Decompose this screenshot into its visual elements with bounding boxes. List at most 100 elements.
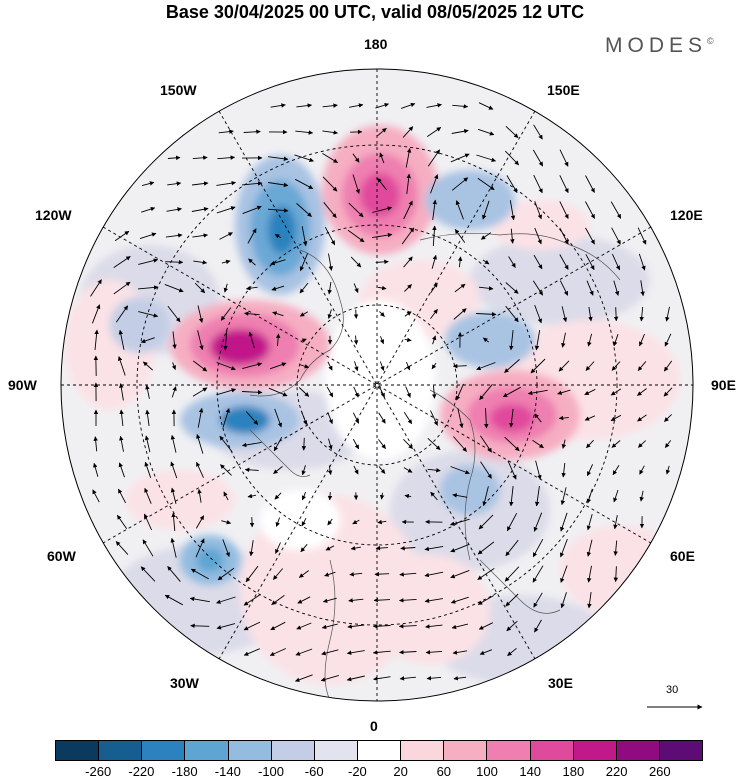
lon-label-90e: 90E bbox=[711, 377, 736, 393]
wind-vector-arrow bbox=[294, 154, 314, 162]
wind-vector-arrow bbox=[534, 486, 540, 507]
wind-vector-arrow bbox=[274, 408, 283, 428]
wind-vector-arrow bbox=[346, 650, 365, 655]
wind-vector-arrow bbox=[221, 259, 231, 265]
wind-vector-arrow bbox=[328, 438, 333, 450]
brand-mark: © bbox=[707, 36, 714, 46]
wind-vector-arrow bbox=[219, 232, 233, 240]
wind-vector-arrow bbox=[505, 539, 519, 557]
wind-vector-arrow bbox=[559, 175, 569, 194]
wind-vector-arrow bbox=[457, 408, 464, 429]
wind-vector-arrow bbox=[197, 407, 204, 428]
wind-vector-arrow bbox=[404, 493, 412, 499]
lon-label-90w: 90W bbox=[8, 377, 37, 393]
wind-vector-arrow bbox=[92, 489, 100, 503]
wind-vector-arrow bbox=[427, 149, 441, 167]
wind-vector-arrow bbox=[296, 203, 312, 217]
wind-vector-arrow bbox=[403, 200, 413, 220]
wind-vector-arrow bbox=[298, 387, 310, 397]
wind-vector-arrow bbox=[247, 228, 257, 244]
wind-vector-arrow bbox=[585, 201, 595, 219]
wind-vector-arrow bbox=[196, 433, 204, 454]
wind-vector-arrow bbox=[431, 385, 437, 399]
colorbar-swatch bbox=[530, 741, 574, 760]
wind-vector-arrow bbox=[639, 306, 644, 322]
wind-vector-arrow bbox=[610, 414, 622, 422]
wind-vector-arrow bbox=[164, 283, 184, 293]
colorbar-swatch bbox=[228, 741, 272, 760]
wind-vector-arrow bbox=[398, 598, 417, 603]
lon-label-0: 0 bbox=[370, 718, 378, 734]
colorbar-swatch bbox=[271, 741, 315, 760]
colorbar-ticks: -260 -220 -180 -140 -100 -60 -20 20 60 100 140 180 2… bbox=[0, 764, 750, 782]
colorbar-tick-label: 100 bbox=[476, 764, 498, 779]
wind-vector-arrow bbox=[354, 361, 359, 372]
wind-vector-arrow bbox=[118, 329, 125, 350]
wind-vector-arrow bbox=[138, 311, 159, 318]
wind-vector-arrow bbox=[172, 331, 177, 350]
wind-vector-arrow bbox=[451, 129, 469, 134]
wind-vector-arrow bbox=[243, 621, 261, 631]
wind-vector-arrow bbox=[300, 543, 308, 553]
wind-vector-arrow bbox=[449, 518, 470, 526]
wind-vector-arrow bbox=[295, 648, 313, 656]
wind-vector-arrow bbox=[189, 596, 210, 603]
wind-vector-arrow bbox=[374, 571, 390, 577]
wind-vector-arrow bbox=[504, 566, 520, 582]
wind-vector-arrow bbox=[324, 226, 336, 246]
wind-vector-arrow bbox=[586, 439, 594, 449]
wind-vector-arrow bbox=[480, 435, 492, 453]
wind-vector-arrow bbox=[398, 623, 417, 629]
wind-vector-arrow bbox=[299, 253, 309, 272]
wind-vector-arrow bbox=[195, 515, 205, 529]
wind-vector-arrow bbox=[613, 307, 619, 322]
wind-vector-arrow bbox=[663, 360, 673, 372]
wind-vector-arrow bbox=[378, 412, 386, 424]
wind-vector-arrow bbox=[610, 388, 622, 396]
wind-vector-arrow bbox=[164, 594, 184, 606]
wind-vector-arrow bbox=[431, 362, 437, 370]
wind-vector-arrow bbox=[425, 650, 442, 655]
colorbar-tick-label: 180 bbox=[562, 764, 585, 779]
wind-vector-arrow bbox=[637, 361, 647, 371]
wind-vector-arrow bbox=[275, 333, 281, 347]
wind-vector-arrow bbox=[450, 569, 470, 579]
wind-vector-arrow bbox=[196, 461, 204, 478]
wind-vector-arrow bbox=[352, 438, 360, 450]
wind-vector-arrow bbox=[533, 512, 543, 532]
wind-vector-arrow bbox=[377, 519, 387, 525]
wind-vector-arrow bbox=[249, 540, 254, 557]
wind-vector-arrow bbox=[297, 596, 311, 604]
wind-vector-arrow bbox=[247, 493, 257, 499]
wind-vector-arrow bbox=[401, 227, 415, 245]
graticule bbox=[61, 69, 693, 701]
colorbar-tick-label: -20 bbox=[347, 764, 367, 779]
wind-vector-arrow bbox=[375, 102, 390, 109]
wind-vector-arrow bbox=[91, 304, 101, 324]
wind-vector-arrow bbox=[170, 434, 177, 453]
wind-vector-arrow bbox=[248, 258, 256, 266]
wind-vector-arrow bbox=[114, 230, 130, 242]
wind-vector-arrow bbox=[138, 258, 159, 265]
wind-vector-arrow bbox=[482, 200, 490, 220]
wind-vector-arrow bbox=[405, 148, 412, 168]
colorbar-swatch bbox=[314, 741, 358, 760]
wind-vector-arrow bbox=[301, 411, 308, 426]
wind-vector-arrow bbox=[425, 624, 443, 629]
wind-vector-arrow bbox=[299, 282, 309, 294]
map-boundary bbox=[60, 68, 694, 702]
wind-vector-arrow bbox=[452, 104, 469, 109]
wind-vector-arrow bbox=[116, 514, 128, 529]
colorbar-tick-label: 20 bbox=[393, 764, 408, 779]
wind-vector-arrow bbox=[664, 333, 672, 347]
wind-vector-arrow bbox=[611, 253, 621, 271]
wind-vector-arrow bbox=[613, 280, 620, 296]
wind-vector-arrow bbox=[241, 181, 263, 186]
wind-vector-arrow bbox=[399, 676, 416, 681]
wind-vector-arrow bbox=[248, 331, 255, 349]
colorbar-tick-label: -100 bbox=[257, 764, 285, 779]
wind-vector-arrow bbox=[322, 176, 338, 192]
wind-vector-arrow bbox=[532, 565, 544, 583]
wind-vector-arrow bbox=[167, 566, 181, 582]
lon-label-150w: 150W bbox=[160, 82, 197, 98]
